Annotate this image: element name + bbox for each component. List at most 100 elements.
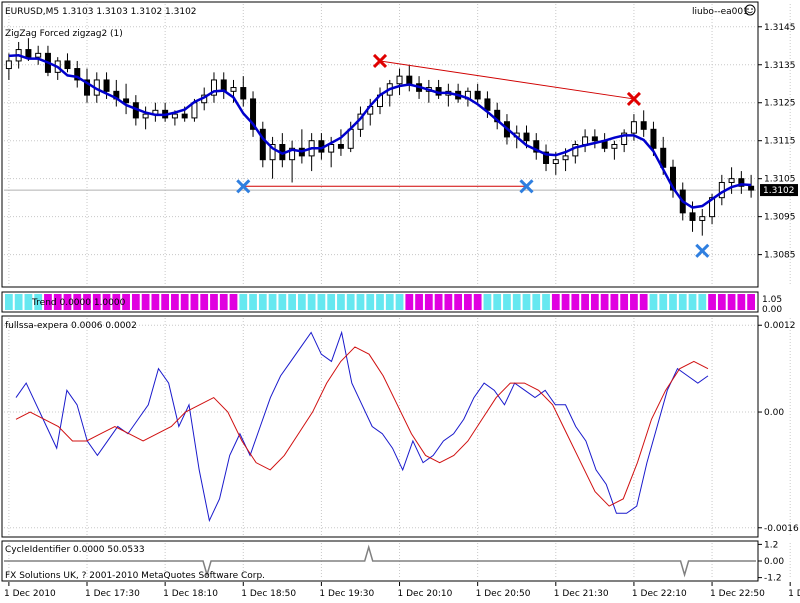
zigzag-indicator-label: ZigZag Forced zigzag2 (1) (5, 29, 123, 39)
trend-bar (503, 294, 511, 310)
candle-body (347, 128, 354, 149)
candle (748, 174, 755, 198)
candle-body (396, 75, 403, 85)
trend-bar (493, 294, 502, 310)
trend-bar (210, 294, 218, 310)
trend-bar (385, 294, 394, 310)
candle (5, 53, 12, 80)
trend-bar (747, 294, 755, 310)
candle-body (289, 147, 296, 161)
trend-bar (239, 294, 248, 310)
time-tick-label: 1 Dec 20:10 (398, 589, 453, 599)
ssa-fast-line (15, 330, 709, 523)
trend-bar (53, 294, 62, 310)
candle-body (552, 159, 559, 164)
trend-bar (678, 294, 687, 310)
cycle-axis: 1.2 0.00 -1.2 (758, 540, 784, 584)
ssa-tick-label: 0.00 (764, 408, 784, 418)
trend-bar (649, 294, 658, 310)
smiley-face-icon[interactable] (744, 4, 756, 16)
trend-bar (630, 294, 638, 310)
current-price-box: 1.3102 (760, 184, 798, 197)
trend-bar (327, 294, 336, 310)
trend-bar (122, 294, 130, 310)
candle-body (728, 178, 735, 183)
trend-bar (229, 294, 238, 310)
candle (250, 91, 257, 137)
trend-bar (346, 294, 355, 310)
trend-bar (24, 294, 33, 310)
candle-body (181, 113, 188, 119)
trend-bar (307, 294, 316, 310)
trend-bar (317, 294, 326, 310)
candle-body (474, 90, 481, 100)
trend-axis-top: 1.05 (762, 295, 782, 305)
candle-body (337, 144, 344, 149)
cross-stroke (372, 53, 388, 69)
trend-bar (63, 294, 72, 310)
trend-bar (405, 294, 414, 310)
candle-body (250, 98, 257, 130)
candle-body (103, 79, 110, 92)
zigzag-low-cross-icon (236, 179, 251, 194)
trend-bar (600, 294, 609, 310)
trend-bar (73, 294, 82, 310)
trend-bar (190, 294, 199, 310)
candle-body (25, 49, 32, 58)
ssa-tick-label: 0.0012 (764, 321, 796, 331)
trend-bar (512, 294, 521, 310)
cycle-tick-label: 0.00 (764, 557, 784, 567)
candle (35, 45, 42, 65)
trend-panel[interactable]: Trend 0.0000 1.0000 1.05 0.00 (1, 291, 782, 315)
cross-stroke (695, 243, 710, 258)
trend-bar (620, 294, 629, 310)
trend-bar (551, 294, 560, 310)
cycle-tick-label: -1.2 (764, 574, 782, 584)
trend-bar (561, 294, 570, 310)
time-tick-label: 1 Dec 18:10 (163, 589, 218, 599)
trend-bar (434, 294, 443, 310)
price-grid (4, 4, 791, 579)
current-price-label: 1.3102 (763, 186, 795, 196)
trend-bar (200, 294, 209, 310)
candle-body (591, 136, 598, 142)
time-tick-label: 1 Dec 2010 (4, 589, 56, 599)
candle-body (123, 98, 130, 104)
price-axis: 1.3145 1.3135 1.3125 1.3115 1.3105 1.3095 1.30… (758, 23, 796, 261)
trend-bar (424, 294, 433, 310)
channel-upper-line (379, 60, 634, 100)
trend-bar (415, 294, 423, 310)
candle-body (572, 144, 579, 157)
price-tick-label: 1.3115 (764, 137, 796, 147)
price-tick-label: 1.3095 (764, 213, 796, 223)
trend-bar (356, 294, 365, 310)
time-tick-label: 1 Dec 22:50 (710, 589, 765, 599)
candle-body (630, 121, 637, 134)
indicator-overlays (8, 53, 752, 258)
candle-body (533, 140, 540, 153)
cycle-panel[interactable]: 1.2 0.00 -1.2 CycleIdentifier 0.0000 50.05… (1, 540, 784, 584)
candle (123, 83, 130, 115)
trend-bar (639, 294, 648, 310)
trend-bar (297, 294, 306, 310)
candle (64, 53, 71, 73)
trend-bar (464, 294, 472, 310)
cycle-line (4, 544, 756, 578)
price-panel[interactable]: 1.3145 1.3135 1.3125 1.3115 1.3105 1.3095 1.30… (1, 1, 800, 579)
candle-body (562, 155, 569, 161)
ssa-panel[interactable]: 0.0012 0.00 -0.0016 fullssa-expera 0.0006 … (1, 315, 799, 538)
trend-bar (708, 294, 716, 310)
price-tick-label: 1.3085 (764, 251, 796, 261)
time-tick-label: 1 Dec 19:30 (319, 589, 374, 599)
price-tick-label: 1.3125 (764, 99, 796, 109)
candle-body (259, 128, 266, 161)
candle-body (669, 166, 676, 191)
trend-bar (610, 294, 619, 310)
smoothed-zigzag-line (8, 53, 752, 209)
candle-body (230, 87, 237, 92)
candle-body (699, 216, 706, 221)
trend-bar (727, 294, 736, 310)
candle-body (328, 144, 335, 153)
